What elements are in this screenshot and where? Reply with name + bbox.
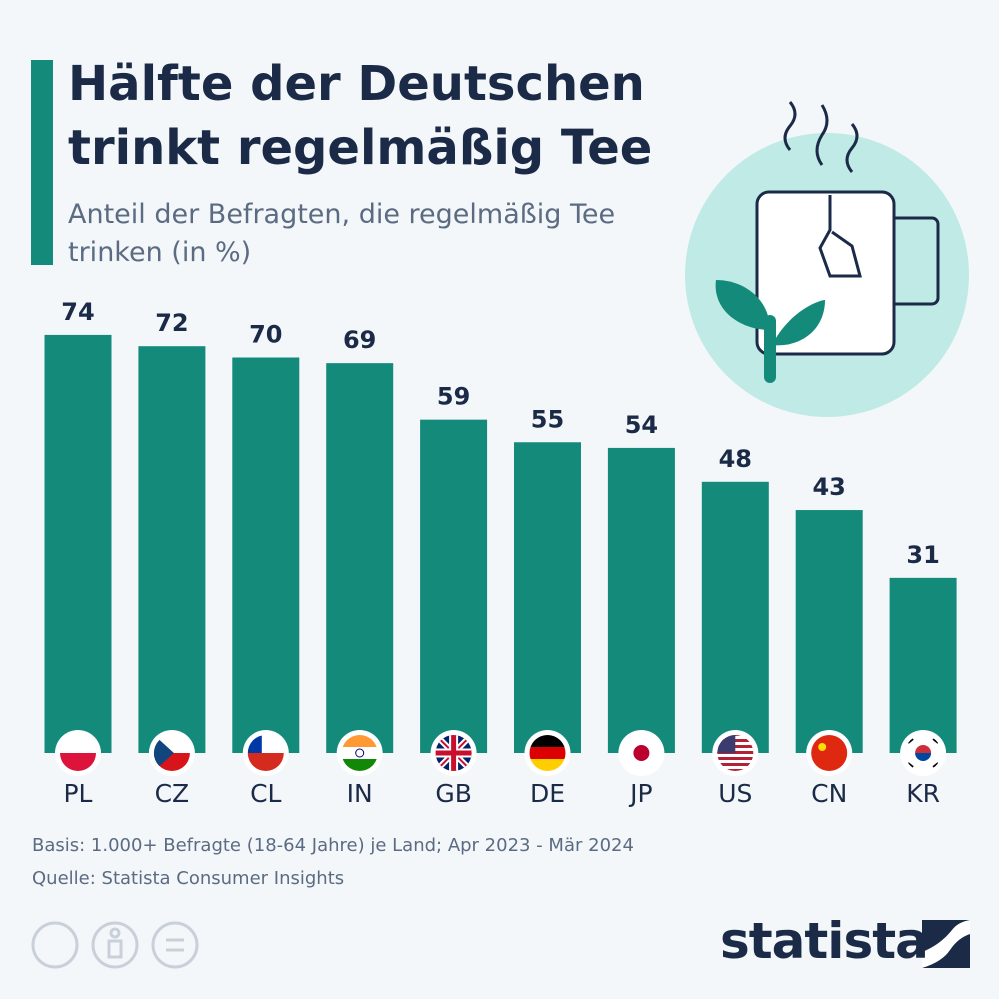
tea-illustration <box>685 101 969 417</box>
brand: statista <box>720 912 929 970</box>
flag <box>915 753 932 761</box>
x-tick-label: DE <box>530 779 565 808</box>
flag <box>341 747 378 759</box>
x-tick-label: CL <box>250 779 281 808</box>
value-label: 31 <box>906 541 939 569</box>
bar <box>701 481 769 753</box>
flag <box>247 753 284 771</box>
flag <box>915 745 932 753</box>
flag <box>341 759 378 771</box>
flag <box>717 757 754 760</box>
x-tick-label: CZ <box>155 779 190 808</box>
flag <box>529 735 566 747</box>
flag <box>60 735 96 771</box>
flag-icon <box>900 730 947 776</box>
accent-bar <box>31 60 53 265</box>
note: Basis: 1.000+ Befragte (18-64 Jahre) je … <box>32 835 634 856</box>
bar <box>795 510 863 753</box>
flag <box>341 735 378 747</box>
flag <box>153 735 174 771</box>
flag <box>811 735 848 771</box>
x-tick-label: IN <box>347 779 373 808</box>
x-tick-label: CN <box>811 779 847 808</box>
bar <box>138 346 206 753</box>
flag <box>529 759 566 771</box>
flag <box>633 745 650 761</box>
bar <box>514 442 581 753</box>
bar <box>326 363 394 753</box>
bar <box>420 419 488 753</box>
value-label: 43 <box>812 473 845 501</box>
flag <box>905 735 942 771</box>
bar <box>44 334 112 753</box>
value-label: 48 <box>719 445 752 473</box>
flag <box>717 763 754 766</box>
flag <box>60 753 96 771</box>
value-label: 69 <box>343 326 376 354</box>
brand-mark <box>922 920 970 968</box>
flag-icon <box>148 730 195 776</box>
chart-subtitle: Anteil der Befragten, die regelmäßig Tee… <box>68 199 616 268</box>
flag <box>60 735 96 753</box>
x-tick-label: KR <box>906 779 940 808</box>
value-label: 74 <box>61 298 94 326</box>
value-label: 70 <box>249 321 282 349</box>
flag <box>247 735 284 771</box>
x-tick-label: PL <box>63 779 92 808</box>
value-label: 72 <box>155 309 188 337</box>
flag <box>153 735 190 771</box>
note: Quelle: Statista Consumer Insights <box>32 868 345 889</box>
chart-title: Hälfte der Deutschen trinkt regelmäßig T… <box>68 56 653 176</box>
value-label: 54 <box>625 411 658 439</box>
flag <box>341 735 378 771</box>
flag <box>529 735 566 771</box>
value-label: 59 <box>437 383 470 411</box>
flag-icon <box>806 730 853 776</box>
flag <box>529 747 566 759</box>
flag <box>717 769 754 771</box>
bar <box>607 447 675 753</box>
x-tick-label: GB <box>435 779 472 808</box>
flag <box>818 743 827 751</box>
flag-icon <box>336 730 383 776</box>
flag <box>435 735 472 771</box>
flag-icon <box>55 730 101 776</box>
flag <box>907 738 939 768</box>
x-tick-label: JP <box>628 779 652 808</box>
bar <box>232 357 300 753</box>
flag-icon <box>430 730 477 776</box>
flag-icon <box>242 730 289 776</box>
flag <box>811 735 848 771</box>
flag-icon <box>618 730 665 776</box>
flag <box>623 735 660 771</box>
x-tick-label: US <box>718 779 752 808</box>
cc-icons <box>31 921 199 969</box>
flag <box>355 748 365 758</box>
value-label: 55 <box>531 405 564 433</box>
flag-icon <box>712 730 759 776</box>
flag-icon <box>524 730 571 776</box>
bar <box>889 577 957 753</box>
